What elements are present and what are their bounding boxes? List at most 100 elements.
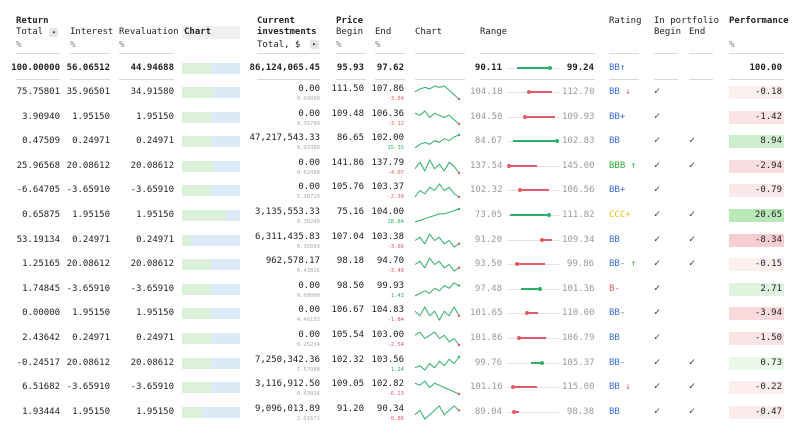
sparkline-end-dot [457,133,461,137]
row-performance: 0.73 [729,356,784,370]
header-revaluation[interactable]: Revaluation [119,27,179,37]
table-row[interactable]: 0.65875 1.95150 1.95150 3,135,553.33 0.38240… [0,205,800,230]
totals-interest: 56.06512 [66,63,110,73]
row-investments: 0.00 [298,108,320,119]
header-price-end-unit: % [375,40,381,50]
row-investments-share: 0.25214 [296,342,320,348]
check-icon: ✓ [689,258,696,270]
collapse-left-button[interactable]: ◂ [49,28,58,37]
header-revaluation-unit: % [119,40,125,50]
row-bar-fill [182,234,191,246]
totals-range-dot [547,66,552,70]
row-bar-fill [182,111,211,123]
sparkline-path [414,134,460,149]
sparkline-path [414,306,460,322]
check-icon: ✓ [689,233,696,245]
check-icon: ✓ [654,356,661,368]
check-icon: ✓ [689,209,696,220]
check-icon: ✓ [689,381,696,393]
row-bar-fill [182,283,211,295]
header-performance-unit: % [729,40,735,50]
table-row[interactable]: 2.43642 0.24971 0.24971 0.00 0.25214 105.54 10… [0,328,800,353]
row-investments-share: 1.57988 [296,366,320,373]
totals-range-high: 99.24 [566,63,594,73]
row-investments: 0.00 [298,305,320,316]
header-performance[interactable]: Performance [729,16,789,26]
header-portfolio-end[interactable]: End [689,27,706,37]
table-row[interactable]: 1.74845 -3.65910 -3.65910 0.00 0.00000 98.50 9… [0,279,800,304]
row-total: 1.25165 [22,259,60,270]
header-price-begin[interactable]: Begin [336,27,364,37]
header-range[interactable]: Range [480,27,508,37]
totals-range-segment [517,67,550,69]
header-investments[interactable]: investments [257,27,317,37]
row-range-dot [517,336,522,340]
row-revaluation: 1.95150 [136,406,174,417]
row-price-change: -2.39 [387,194,404,201]
header-rating[interactable]: Rating [609,16,642,26]
row-interest: -3.65910 [66,382,110,393]
row-revaluation: 20.08612 [130,259,174,270]
check-icon: ✓ [654,233,661,245]
sparkline-end-dot [457,196,461,199]
row-bar-fill [182,259,211,271]
row-range-high: 112.70 [562,87,595,97]
table-row[interactable]: 0.47509 0.24971 0.24971 47,217,543.33 0.9338… [0,131,800,156]
row-range-high: 105.37 [562,357,595,368]
expand-right-button[interactable]: ▸ [310,40,319,49]
table-row[interactable]: -0.24517 20.08612 20.08612 7,250,342.36 1.57… [0,353,800,378]
table-row[interactable]: 75.75801 35.96501 34.91580 0.00 0.00000 111.5… [0,82,800,107]
table-row[interactable]: 0.00000 1.95150 1.95150 0.00 4.46133 106.67 10… [0,303,800,328]
header-chart[interactable]: Chart [182,26,240,39]
row-bar-fill [182,87,214,98]
table-row[interactable]: -6.64705 -3.65910 -3.65910 0.00 5.38729 105.7… [0,180,800,205]
table-row[interactable]: 6.51682 -3.65910 -3.65910 3,116,912.50 0.438… [0,377,800,402]
totals-bar-fill [182,63,211,74]
row-investments-share: 0.93388 [296,145,320,152]
row-total: 0.47509 [22,136,60,147]
row-rating: BB ↓ [609,87,631,97]
table-row[interactable]: 25.96568 20.08612 20.08612 0.00 0.62488 141.8… [0,156,800,181]
totals-price-begin: 95.93 [336,63,364,73]
header-portfolio-begin[interactable]: Begin [654,27,682,37]
totals-range-low: 90.11 [474,63,502,73]
row-range-high: 99.86 [566,259,594,270]
row-range-low: 73.05 [474,210,502,220]
check-icon: ✓ [654,135,661,147]
sparkline-path [414,85,460,100]
row-interest: 35.96501 [66,87,110,97]
totals-investments: 86,124,065.45 [249,63,320,73]
row-price-begin: 141.86 [331,157,364,168]
row-range-segment [519,337,546,339]
row-bar [182,382,240,394]
header-price-end[interactable]: End [375,27,392,37]
table-row[interactable]: 3.90940 1.95150 1.95150 0.00 0.35789 109.48 10… [0,107,800,132]
sparkline-end-dot [457,266,461,270]
table-row[interactable]: 1.25165 20.08612 20.08612 962,578.17 0.43816… [0,254,800,279]
row-range-dot [527,90,532,94]
row-investments-share: 2.01672 [296,415,320,422]
row-price-change: -2.54 [387,342,404,348]
row-range-dot [506,163,511,168]
row-revaluation: 34.91580 [130,87,174,97]
row-bar [182,185,240,197]
header-interest[interactable]: Interest [70,27,114,37]
row-performance: -2.94 [729,159,784,173]
header-total[interactable]: Total [16,27,44,37]
sparkline-path [414,331,460,346]
row-range-dot [524,311,529,316]
row-bar [182,308,240,320]
row-investments-share: 0.00000 [296,292,320,299]
row-range-low: 89.04 [474,406,502,417]
table-row[interactable]: 53.19134 0.24971 0.24971 6,311,435.83 0.3560… [0,230,800,255]
row-bar [182,210,240,221]
row-bar-fill [182,136,211,148]
row-price-change: 15.35 [387,145,404,152]
check-icon: ✓ [654,307,661,319]
table-row[interactable]: 1.93444 1.95150 1.95150 9,096,013.89 2.01672… [0,402,800,427]
row-bar [182,357,240,369]
row-price-change: -4.07 [387,169,404,176]
row-total: 2.43642 [22,333,60,343]
header-chart2[interactable]: Chart [415,27,443,37]
row-range-low: 101.86 [470,333,503,343]
